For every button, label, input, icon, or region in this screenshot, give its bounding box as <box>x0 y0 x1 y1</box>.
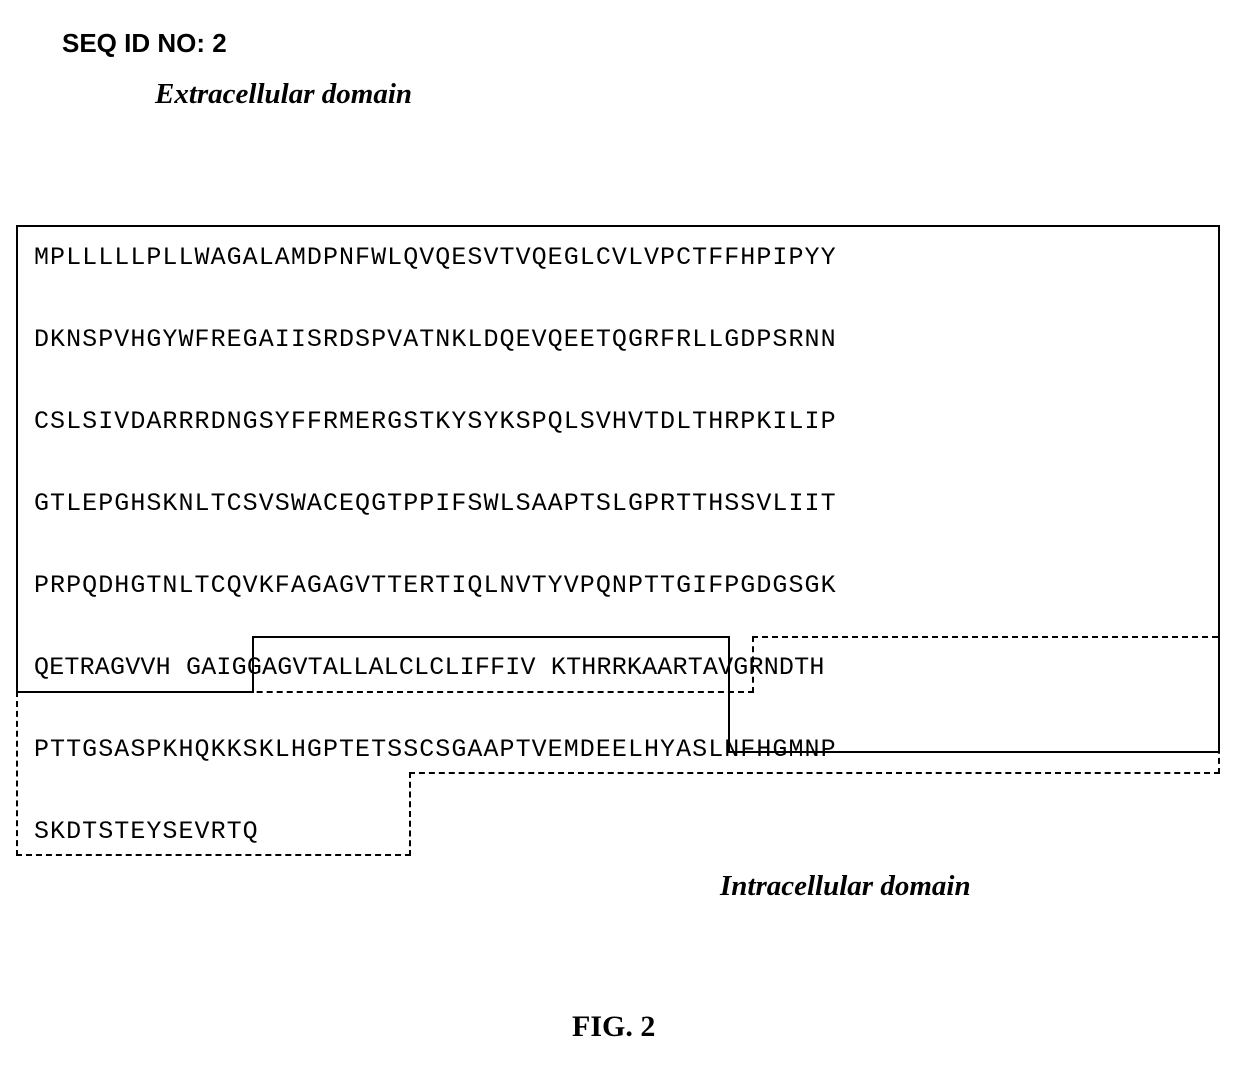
seq-line-7: PTTGSASPKHQKKSKLHGPTETSSCSGAAPTVEMDEELHY… <box>34 735 837 764</box>
dash-left-lower <box>16 691 18 856</box>
solid-top <box>16 225 1218 227</box>
seq-line-3: CSLSIVDARRRDNGSYFFRMERGSTKYSYKSPQLSVHVTD… <box>34 407 837 436</box>
seq-line-4: GTLEPGHSKNLTCSVSWACEQGTPPIFSWLSAAPTSLGPR… <box>34 489 837 518</box>
dash-step-left <box>16 691 754 693</box>
seq-line-5: PRPQDHGTNLTCQVKFAGAGVTTERTIQLNVTYVPQNPTT… <box>34 571 837 600</box>
figure-canvas: SEQ ID NO: 2 Extracellular domain MPLLLL… <box>0 0 1240 1086</box>
dash-right <box>1218 636 1220 774</box>
seq-line-2: DKNSPVHGYWFREGAIISRDSPVATNKLDQEVQEETQGRF… <box>34 325 837 354</box>
intracellular-domain-label: Intracellular domain <box>720 870 971 903</box>
solid-mid-top <box>252 636 730 638</box>
seq-line-8: SKDTSTEYSEVRTQ <box>34 817 259 846</box>
dash-bottom-left <box>16 854 411 856</box>
seq-line-6: QETRAGVVH GAIGGAGVTALLALCLCLIFFIV KTHRRK… <box>34 653 825 682</box>
dash-step-up <box>409 772 411 856</box>
extracellular-domain-label: Extracellular domain <box>155 78 412 111</box>
dash-top-right <box>752 636 1218 638</box>
solid-left <box>16 225 18 693</box>
dash-mid-right <box>409 772 1220 774</box>
seq-line-1: MPLLLLLPLLWAGALAMDPNFWLQVQESVTVQEGLCVLVP… <box>34 243 837 272</box>
figure-label: FIG. 2 <box>572 1010 655 1044</box>
seq-id-heading: SEQ ID NO: 2 <box>62 28 227 59</box>
